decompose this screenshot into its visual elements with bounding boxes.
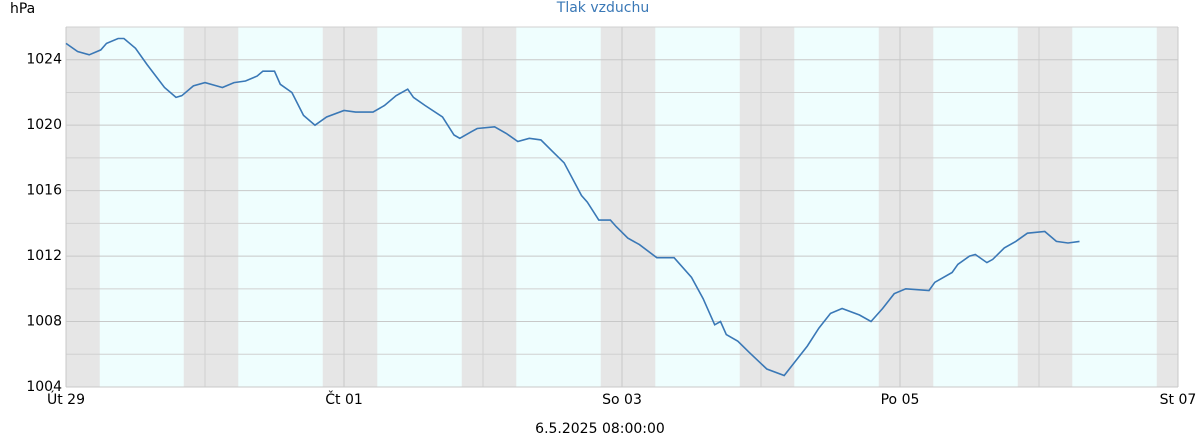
night-band [322,27,378,387]
night-band [878,27,934,387]
y-tick-label: 1004 [26,379,62,395]
footer: 6.5.2025 08:00:00 [535,421,665,437]
pressure-line [65,37,1080,377]
night-band [66,27,100,387]
x-tick-label: Čt 01 [325,390,363,408]
x-tick-label: St 07 [1160,392,1197,408]
chart-title: Tlak vzduchu [556,0,649,16]
y-tick-label: 1020 [26,117,62,133]
night-band [1156,27,1178,387]
x-tick-label: So 03 [602,392,642,408]
x-tick-label: Út 29 [47,390,85,408]
y-tick-label: 1008 [26,314,62,330]
night-band [600,27,656,387]
night-band [461,27,517,387]
y-tick-label: 1012 [26,248,62,264]
y-axis-label: hPa [10,1,35,17]
night-band [1017,27,1073,387]
y-tick-label: 1024 [26,52,62,68]
night-band [183,27,239,387]
y-tick-label: 1016 [26,183,62,199]
x-tick-label: Po 05 [881,392,920,408]
night-band [739,27,795,387]
